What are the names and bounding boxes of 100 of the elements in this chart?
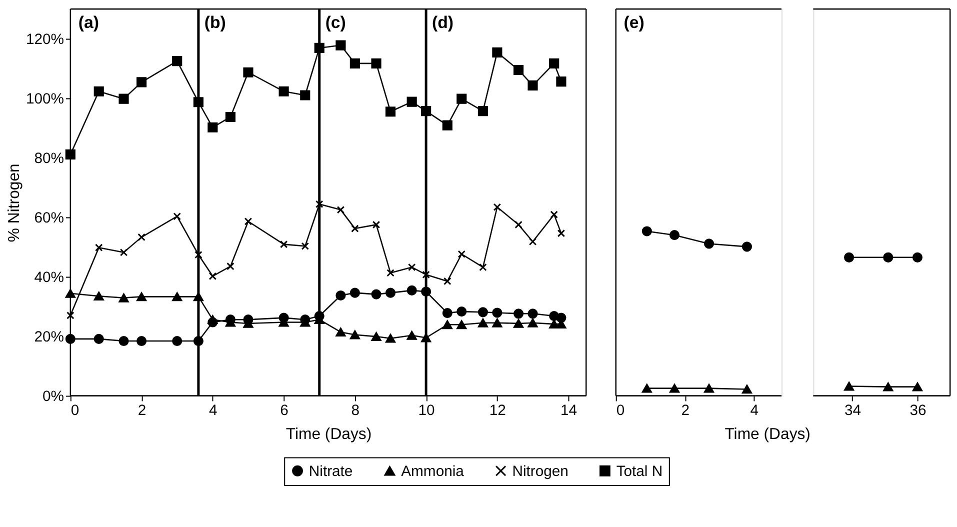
- point: [350, 58, 360, 68]
- point: [704, 238, 714, 249]
- y-tick-label: 0%: [42, 389, 64, 406]
- point: [408, 263, 416, 272]
- point: [422, 270, 430, 279]
- x-tick-label: 4: [209, 403, 218, 420]
- annotation: (a): [78, 12, 99, 32]
- point: [549, 320, 560, 329]
- legend-label: Ammonia: [401, 464, 465, 480]
- x-tick-label: 2: [138, 403, 146, 420]
- point: [300, 90, 310, 100]
- point: [442, 120, 452, 130]
- x-tick-label: 34: [844, 403, 862, 420]
- x-tick-label: 4: [750, 403, 758, 420]
- point: [492, 318, 502, 328]
- point: [280, 240, 288, 248]
- point: [136, 77, 147, 88]
- y-tick-label: 80%: [34, 151, 64, 168]
- x-axis-title: Time (Days): [724, 426, 810, 443]
- point: [385, 106, 396, 117]
- point: [350, 330, 360, 340]
- point: [442, 320, 452, 330]
- point: [479, 263, 487, 272]
- point: [478, 318, 488, 328]
- x-tick-label: 36: [910, 403, 926, 420]
- point: [444, 277, 452, 286]
- point: [493, 203, 502, 212]
- point: [336, 290, 346, 301]
- point: [371, 289, 382, 300]
- legend-label: Total N: [616, 464, 663, 480]
- point: [669, 384, 680, 393]
- point: [557, 229, 566, 238]
- point: [208, 122, 218, 132]
- point: [669, 230, 680, 240]
- point: [244, 218, 252, 226]
- point: [372, 220, 380, 229]
- ref-line-label: (b): [204, 12, 226, 32]
- point: [350, 288, 360, 298]
- point: [94, 244, 103, 252]
- point: [556, 76, 566, 87]
- point: [138, 233, 146, 242]
- x-tick-label: 10: [418, 403, 435, 420]
- point: [492, 47, 502, 58]
- point: [492, 308, 502, 318]
- point: [549, 58, 560, 68]
- x-tick-label: 8: [351, 403, 360, 420]
- legend-label: Nitrogen: [512, 464, 568, 480]
- x-tick-label: 14: [560, 403, 578, 420]
- point: [172, 292, 182, 302]
- point: [642, 226, 652, 236]
- x-tick-label: 0: [616, 403, 625, 420]
- annotation: (e): [624, 12, 644, 32]
- point: [118, 94, 129, 104]
- x-tick-label: 12: [489, 403, 506, 420]
- ref-line-label: (c): [325, 12, 346, 32]
- y-tick-label: 40%: [34, 270, 64, 286]
- point: [194, 250, 202, 259]
- point: [442, 308, 452, 318]
- x-axis-title: Time (Days): [286, 426, 372, 443]
- point: [456, 94, 467, 104]
- point: [351, 224, 359, 232]
- point: [172, 336, 182, 346]
- point: [528, 80, 538, 90]
- point: [118, 336, 129, 346]
- point: [301, 242, 310, 250]
- point: [65, 334, 76, 344]
- point: [65, 288, 76, 298]
- point: [406, 96, 417, 107]
- x-tick-label: 6: [280, 403, 288, 420]
- y-tick-label: 60%: [34, 210, 64, 227]
- point: [136, 336, 147, 346]
- point: [66, 312, 74, 320]
- point: [704, 384, 714, 393]
- point: [642, 384, 652, 393]
- point: [208, 272, 217, 280]
- point: [336, 40, 346, 50]
- x-tick-label: 2: [681, 403, 690, 420]
- point: [173, 212, 181, 220]
- point: [226, 262, 234, 270]
- point: [458, 250, 466, 258]
- point: [94, 292, 104, 301]
- point: [550, 210, 558, 218]
- point: [118, 293, 129, 302]
- point: [513, 318, 524, 328]
- point: [336, 328, 346, 337]
- point: [278, 86, 289, 96]
- point: [528, 308, 538, 319]
- x-tick-label: 0: [70, 403, 80, 420]
- point: [513, 308, 524, 319]
- point: [528, 238, 537, 246]
- point: [456, 320, 467, 330]
- point: [208, 315, 218, 324]
- point: [65, 149, 76, 160]
- point: [385, 288, 396, 298]
- point: [371, 58, 382, 68]
- point: [225, 112, 236, 122]
- point: [514, 220, 522, 229]
- ref-line-label: (d): [432, 12, 454, 32]
- point: [243, 67, 254, 78]
- point: [742, 384, 752, 394]
